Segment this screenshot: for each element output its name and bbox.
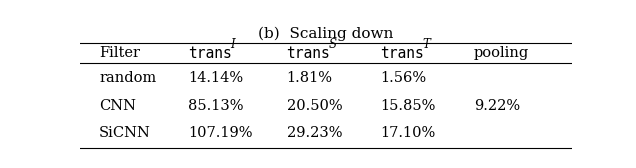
Text: trans: trans bbox=[188, 46, 232, 61]
Text: T: T bbox=[422, 38, 431, 51]
Text: 107.19%: 107.19% bbox=[188, 126, 252, 140]
Text: pooling: pooling bbox=[474, 46, 529, 60]
Text: (b)  Scaling down: (b) Scaling down bbox=[258, 27, 394, 41]
Text: 85.13%: 85.13% bbox=[188, 99, 244, 113]
Text: 14.14%: 14.14% bbox=[188, 71, 243, 85]
Text: 9.22%: 9.22% bbox=[474, 99, 520, 113]
Text: 20.50%: 20.50% bbox=[286, 99, 342, 113]
Text: trans: trans bbox=[380, 46, 424, 61]
Text: 1.56%: 1.56% bbox=[380, 71, 426, 85]
Text: Filter: Filter bbox=[99, 46, 140, 60]
Text: random: random bbox=[99, 71, 156, 85]
Text: S: S bbox=[329, 38, 337, 51]
Text: SiCNN: SiCNN bbox=[99, 126, 151, 140]
Text: I: I bbox=[230, 38, 235, 51]
Text: trans: trans bbox=[286, 46, 330, 61]
Text: 1.81%: 1.81% bbox=[286, 71, 333, 85]
Text: 29.23%: 29.23% bbox=[286, 126, 342, 140]
Text: 15.85%: 15.85% bbox=[380, 99, 436, 113]
Text: CNN: CNN bbox=[99, 99, 136, 113]
Text: 17.10%: 17.10% bbox=[380, 126, 436, 140]
